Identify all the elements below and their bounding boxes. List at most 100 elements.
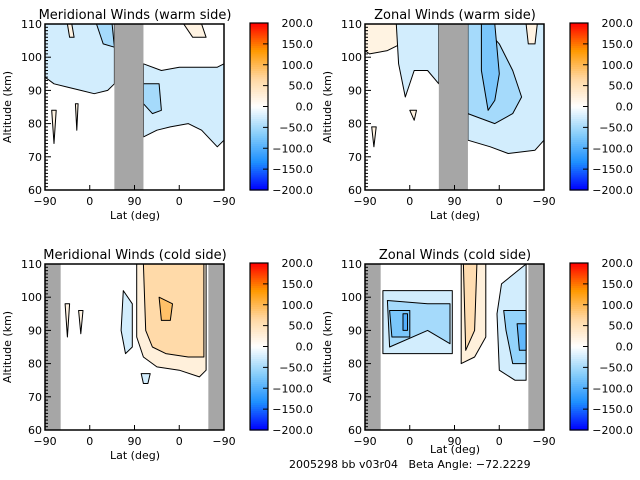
colorbar-swatch — [570, 54, 588, 57]
colorbar-swatch — [570, 308, 588, 312]
colorbar: 200.0 150.0 100.0 50.0 0.0 −50.0 −100.0 −150.0 −… — [569, 17, 634, 197]
x-tick-label: −90 — [353, 435, 376, 448]
colorbar-swatch — [250, 29, 268, 32]
colorbar-swatch — [250, 384, 268, 387]
colorbar-swatch — [250, 379, 268, 383]
colorbar-tick-label: 200.0 — [602, 257, 634, 270]
colorbar-swatch — [570, 119, 588, 122]
colorbar-tick-label: 100.0 — [602, 59, 634, 72]
colorbar-tick-label: −150.0 — [592, 163, 633, 176]
colorbar-tick-label: 50.0 — [609, 320, 634, 333]
colorbar-swatch — [570, 181, 588, 185]
colorbar-swatch — [570, 356, 588, 360]
colorbar-swatch — [250, 83, 268, 87]
colorbar-swatch — [250, 296, 268, 300]
colorbar-swatch — [570, 177, 588, 181]
colorbar-swatch — [570, 187, 588, 191]
colorbar-swatch — [570, 167, 588, 170]
y-tick-label: 60 — [28, 184, 42, 197]
colorbar-swatch — [570, 83, 588, 87]
colorbar-swatch — [250, 425, 268, 429]
colorbar-swatch — [250, 271, 268, 275]
y-axis-label: Altitude (km) — [321, 311, 334, 383]
colorbar-tick-label: −100.0 — [592, 382, 633, 395]
colorbar-swatch — [570, 75, 588, 78]
colorbar-swatch — [250, 187, 268, 191]
colorbar-tick-label: 150.0 — [282, 278, 314, 291]
colorbar-swatch — [250, 54, 268, 57]
colorbar-swatch — [570, 68, 588, 72]
colorbar-tick-label: −50.0 — [599, 121, 633, 134]
colorbar-swatch — [570, 323, 588, 327]
colorbar-swatch — [570, 336, 588, 339]
colorbar-swatch — [250, 43, 268, 47]
colorbar-swatch — [250, 390, 268, 394]
colorbar-swatch — [570, 394, 588, 398]
colorbar-swatch — [250, 333, 268, 337]
x-axis-label: Lat (deg) — [430, 209, 480, 222]
footer-metadata: 2005298 bb v03r04 Beta Angle: −72.2229 — [289, 458, 531, 471]
colorbar-swatch — [570, 148, 588, 151]
colorbar-swatch — [250, 160, 268, 164]
colorbar-swatch — [250, 400, 268, 404]
colorbar-swatch — [250, 181, 268, 185]
colorbar-swatch — [570, 373, 588, 377]
colorbar-swatch — [570, 342, 588, 346]
colorbar-swatch — [250, 25, 268, 28]
colorbar-swatch — [570, 141, 588, 145]
colorbar-tick-label: −50.0 — [279, 361, 313, 374]
colorbar-swatch — [250, 317, 268, 320]
colorbar-swatch — [570, 123, 588, 126]
colorbar-swatch — [250, 327, 268, 331]
colorbar-swatch — [570, 359, 588, 362]
colorbar-swatch — [250, 87, 268, 91]
colorbar-swatch — [250, 419, 268, 423]
colorbar-tick-label: 50.0 — [289, 320, 314, 333]
colorbar-swatch — [570, 269, 588, 272]
colorbar-swatch — [250, 135, 268, 139]
colorbar-swatch — [570, 93, 588, 97]
y-tick-label: 80 — [348, 358, 362, 371]
colorbar-swatch — [250, 121, 268, 124]
x-tick-label: −90 — [33, 195, 56, 208]
colorbar-swatch — [570, 306, 588, 310]
y-tick-label: 70 — [348, 391, 362, 404]
x-tick-label: 0 — [86, 195, 93, 208]
colorbar-swatch — [570, 315, 588, 318]
colorbar-tick-label: 50.0 — [609, 80, 634, 93]
y-tick-label: 110 — [341, 258, 362, 271]
colorbar-swatch — [250, 156, 268, 160]
colorbar-swatch — [570, 39, 588, 43]
colorbar-swatch — [570, 164, 588, 168]
colorbar-swatch — [250, 346, 268, 350]
colorbar-swatch — [570, 417, 588, 421]
colorbar-swatch — [570, 150, 588, 154]
colorbar-swatch — [570, 371, 588, 375]
colorbar-swatch — [250, 175, 268, 179]
y-tick-label: 80 — [348, 118, 362, 131]
colorbar-swatch — [570, 79, 588, 83]
x-tick-label: 0 — [406, 435, 413, 448]
colorbar-swatch — [250, 48, 268, 51]
colorbar-tick-label: 0.0 — [616, 101, 634, 114]
colorbar-swatch — [570, 338, 588, 341]
y-tick-label: 90 — [28, 84, 42, 97]
colorbar-swatch — [570, 37, 588, 41]
colorbar-swatch — [250, 350, 268, 354]
plot-area: 60 70 80 90 100 110 −90 0 90 0 −90 — [341, 18, 556, 208]
colorbar-swatch — [570, 41, 588, 45]
colorbar: 200.0 150.0 100.0 50.0 0.0 −50.0 −100.0 −150.0 −… — [249, 17, 313, 197]
y-tick-label: 100 — [341, 291, 362, 304]
colorbar-swatch — [250, 392, 268, 396]
y-tick-label: 110 — [21, 18, 42, 31]
panel-meridional-cold: Meridional Winds (cold side) 60 70 80 90 100… — [1, 248, 313, 462]
colorbar-swatch — [250, 81, 268, 85]
x-tick-label: 90 — [448, 435, 462, 448]
colorbar-swatch — [570, 350, 588, 354]
colorbar: 200.0 150.0 100.0 50.0 0.0 −50.0 −100.0 −150.0 −… — [569, 257, 634, 437]
colorbar-swatch — [570, 367, 588, 371]
colorbar-swatch — [570, 361, 588, 364]
x-axis-label: Lat (deg) — [110, 209, 160, 222]
colorbar-swatch — [250, 108, 268, 112]
